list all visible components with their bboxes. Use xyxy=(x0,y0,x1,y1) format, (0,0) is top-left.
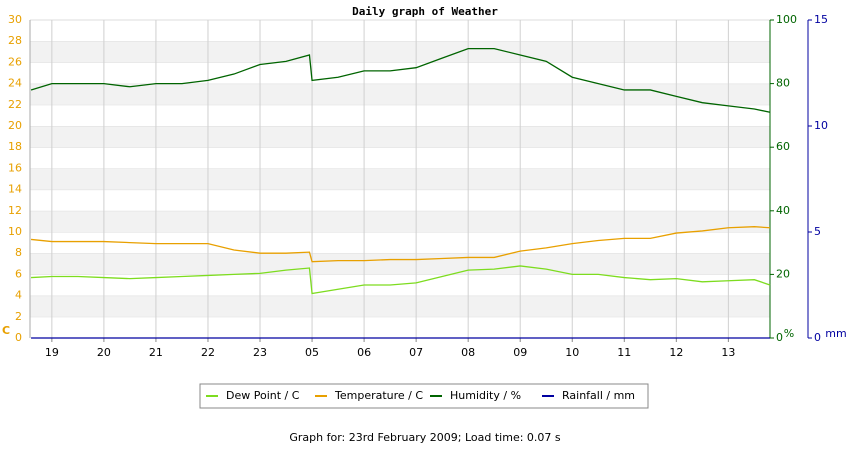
grid-band xyxy=(30,41,770,63)
grid-band xyxy=(30,274,770,296)
y-tick-label: 24 xyxy=(8,77,22,90)
x-tick-label: 07 xyxy=(409,346,423,359)
grid-band xyxy=(30,316,770,338)
y2-tick-label: 20 xyxy=(776,267,790,280)
y2-tick-label: 80 xyxy=(776,77,790,90)
y-tick-label: 26 xyxy=(8,55,22,68)
x-tick-label: 08 xyxy=(461,346,475,359)
series-line xyxy=(30,226,771,263)
grid-band xyxy=(30,210,770,232)
y3-axis-label: mm xyxy=(825,327,846,340)
y2-tick-label: 60 xyxy=(776,140,790,153)
grid-band xyxy=(30,232,770,254)
y-tick-label: 22 xyxy=(8,98,22,111)
series-line xyxy=(31,265,771,295)
x-tick-label: 19 xyxy=(45,346,59,359)
y-tick-label: 28 xyxy=(8,34,22,47)
grid-band xyxy=(30,295,770,317)
y2-tick-label: 40 xyxy=(776,204,790,217)
x-tick-label: 22 xyxy=(201,346,215,359)
x-tick-label: 13 xyxy=(721,346,735,359)
y-tick-label: 16 xyxy=(8,161,22,174)
y-tick-label: 14 xyxy=(8,183,22,196)
grid-band xyxy=(30,168,770,190)
legend-box xyxy=(199,383,649,409)
x-tick-label: 21 xyxy=(149,346,163,359)
y-tick-label: 2 xyxy=(15,310,22,323)
chart-title: Daily graph of Weather xyxy=(352,5,498,18)
x-tick-label: 05 xyxy=(305,346,319,359)
x-tick-label: 10 xyxy=(565,346,579,359)
x-tick-label: 09 xyxy=(513,346,527,359)
series-line xyxy=(30,47,771,113)
y-tick-label: 4 xyxy=(15,289,22,302)
grid-band xyxy=(30,126,770,148)
y-tick-label: 0 xyxy=(15,331,22,344)
plot: 19 20 21 22 23 05 06 07 08 09 10 11 12 13024681012141… xyxy=(8,13,828,359)
y-tick-label: 6 xyxy=(15,267,22,280)
grid-band xyxy=(30,83,770,105)
x-tick-label: 23 xyxy=(253,346,267,359)
y-tick-label: 20 xyxy=(8,119,22,132)
y2-tick-label: 100 xyxy=(776,13,797,26)
x-tick-label: 11 xyxy=(617,346,631,359)
grid-band xyxy=(30,62,770,84)
y-axis-label: C xyxy=(2,324,10,337)
y-tick-label: 8 xyxy=(15,246,22,259)
legend-label: Rainfall / mm xyxy=(562,389,635,402)
legend-label: Dew Point / C xyxy=(226,389,300,402)
y3-tick-label: 10 xyxy=(814,119,828,132)
y2-tick-label: 0 xyxy=(776,331,783,344)
y3-tick-label: 0 xyxy=(814,331,821,344)
y3-tick-label: 5 xyxy=(814,225,821,238)
x-tick-label: 20 xyxy=(97,346,111,359)
grid-band xyxy=(30,189,770,211)
x-tick-label: 12 xyxy=(669,346,683,359)
legend-label: Humidity / % xyxy=(450,389,521,402)
x-tick-label: 06 xyxy=(357,346,371,359)
y3-tick-label: 15 xyxy=(814,13,828,26)
grid-band xyxy=(30,104,770,126)
y-tick-label: 30 xyxy=(8,13,22,26)
legend-label: Temperature / C xyxy=(334,389,423,402)
grid-band xyxy=(30,147,770,169)
grid-band xyxy=(30,20,770,42)
grid-band xyxy=(30,253,770,275)
y-tick-label: 10 xyxy=(8,225,22,238)
y-tick-label: 18 xyxy=(8,140,22,153)
footer: Graph for: 23rd February 2009; Load time… xyxy=(289,431,561,444)
y2-axis-label: % xyxy=(784,327,794,340)
y-tick-label: 12 xyxy=(8,204,22,217)
